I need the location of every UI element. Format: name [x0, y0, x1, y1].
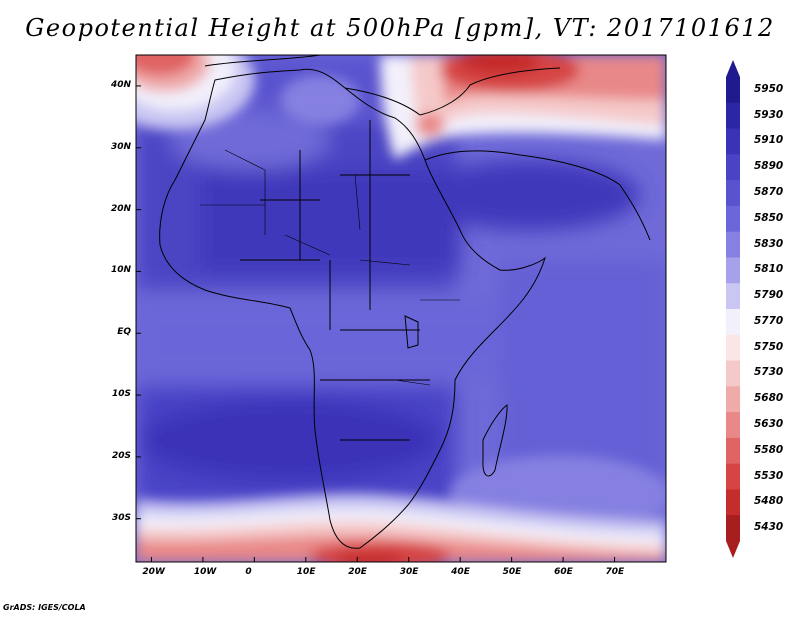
lon-tick-label: 40E: [451, 567, 470, 577]
lat-tick-label: 30N: [110, 141, 131, 152]
colorbar-cell: [726, 77, 740, 104]
colorbar-cell: [726, 102, 740, 130]
lat-tick-label: EQ: [117, 327, 131, 338]
lon-tick-label: 0: [245, 567, 252, 577]
colorbar-cell: [726, 515, 740, 542]
colorbar-label: 5730: [754, 366, 784, 379]
lon-tick-label: 10W: [193, 567, 217, 577]
colorbar-cell: [726, 334, 740, 362]
colorbar-label: 5890: [754, 160, 784, 173]
lon-tick-label: 10E: [296, 567, 316, 577]
lon-tick-label: 30E: [399, 567, 419, 577]
colorbar-label: 5430: [754, 521, 784, 534]
colorbar-cell: [726, 412, 740, 439]
colorbar-label: 5950: [754, 82, 784, 95]
colorbar-label: 5680: [754, 392, 784, 405]
colorbar-max-arrow: [726, 60, 740, 77]
lon-tick-label: 20W: [142, 567, 165, 577]
colorbar-label: 5870: [754, 186, 784, 198]
colorbar-cell: [726, 231, 740, 258]
grads-credit: GrADS: IGES/COLA: [3, 603, 86, 612]
colorbar-label: 5790: [754, 289, 784, 302]
colorbar-cell: [726, 257, 740, 284]
colorbar-label: 5930: [754, 108, 784, 121]
lat-tick-label: 10N: [110, 265, 131, 276]
lon-tick-label: 70E: [605, 567, 625, 577]
colorbar-label: 5830: [754, 237, 784, 250]
lon-tick-label: 20E: [348, 567, 367, 577]
colorbar-label: 5910: [754, 134, 784, 147]
colorbar-min-arrow: [726, 541, 740, 558]
colorbar-cell: [726, 360, 740, 387]
lat-tick-label: 20S: [111, 450, 131, 461]
colorbar-label: 5480: [754, 495, 784, 508]
colorbar-cell: [726, 309, 740, 336]
colorbar-cell: [726, 437, 740, 465]
lat-tick-label: 40N: [110, 79, 131, 90]
colorbar-label: 5750: [754, 340, 784, 353]
lon-tick-label: 60E: [554, 567, 573, 577]
height-field: [136, 55, 666, 562]
colorbar-cell: [726, 463, 740, 490]
colorbar-label: 5630: [754, 418, 784, 430]
colorbar-cell: [726, 205, 740, 233]
colorbar-label: 5580: [754, 443, 784, 456]
colorbar-cell: [726, 489, 740, 516]
coastlines: [159, 55, 651, 549]
colorbar-label: 5850: [754, 211, 784, 224]
colorbar-label: 5770: [754, 314, 784, 327]
colorbar-cell: [726, 180, 740, 207]
chart-title: Geopotential Height at 500hPa [gpm], VT:…: [25, 14, 775, 42]
colorbar-cell: [726, 154, 740, 181]
colorbar-cell: [726, 386, 740, 413]
colorbar-cell: [726, 283, 740, 310]
colorbar-cell: [726, 128, 740, 155]
lat-tick-label: 30S: [111, 512, 131, 523]
colorbar-label: 5530: [754, 469, 784, 482]
colorbar-label: 5810: [754, 263, 784, 276]
colorbar: [726, 60, 740, 558]
lon-tick-label: 50E: [502, 567, 522, 577]
lat-tick-label: 10S: [111, 389, 131, 400]
lat-tick-label: 20N: [110, 203, 131, 214]
